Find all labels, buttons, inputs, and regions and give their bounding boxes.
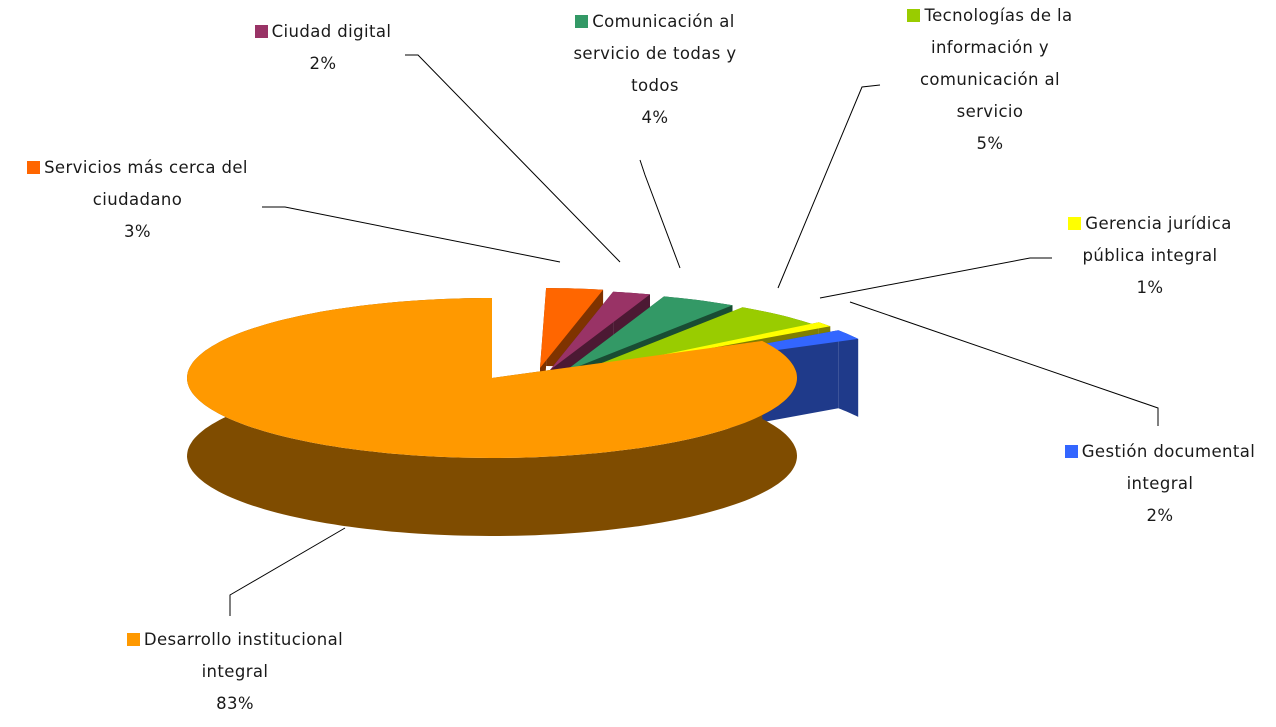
data-label-comunicacion: Comunicación al servicio de todas y todo…	[573, 12, 737, 127]
pie-slice-ciudad-digital	[550, 291, 650, 370]
leader-line-servicios	[262, 206, 561, 263]
leader-line-desarrollo	[229, 527, 346, 616]
leader-line-ciudad-digital	[405, 54, 621, 263]
data-label-gerencia: Gerencia jurídica pública integral 1%	[1040, 208, 1260, 304]
data-label-ciudad-digital: Ciudad digital 2%	[218, 16, 428, 80]
legend-key-servicios	[27, 161, 41, 174]
data-label-gestion: Gestión documental integral 2%	[1040, 436, 1276, 532]
pie-slice-servicios	[540, 288, 604, 368]
legend-key-tecnologias	[907, 9, 921, 22]
data-label-desarrollo: Desarrollo institucional integral 83%	[100, 624, 370, 720]
data-label-tecnologias: Tecnologías de la información y comunica…	[870, 0, 1110, 160]
legend-key-comunicacion	[575, 15, 589, 28]
leader-lines	[229, 54, 1159, 616]
leader-line-gerencia	[819, 257, 1052, 299]
pie-slice-tecnologias	[574, 307, 813, 374]
leader-line-gestion	[849, 301, 1159, 426]
legend-key-ciudad-digital	[254, 25, 268, 38]
leader-line-tecnologias	[777, 84, 881, 289]
leader-line-comunicacion	[639, 159, 681, 269]
legend-key-gestion	[1064, 445, 1078, 458]
pie-slice-side-gestion	[838, 330, 859, 417]
legend-key-gerencia	[1068, 217, 1082, 230]
legend-key-desarrollo	[126, 633, 140, 646]
pie-slice-tops	[187, 288, 859, 458]
data-label-servicios: Servicios más cerca del ciudadano 3%	[0, 152, 275, 248]
pie-slice-desarrollo	[187, 298, 797, 458]
pie-slice-comunicacion	[564, 296, 733, 372]
